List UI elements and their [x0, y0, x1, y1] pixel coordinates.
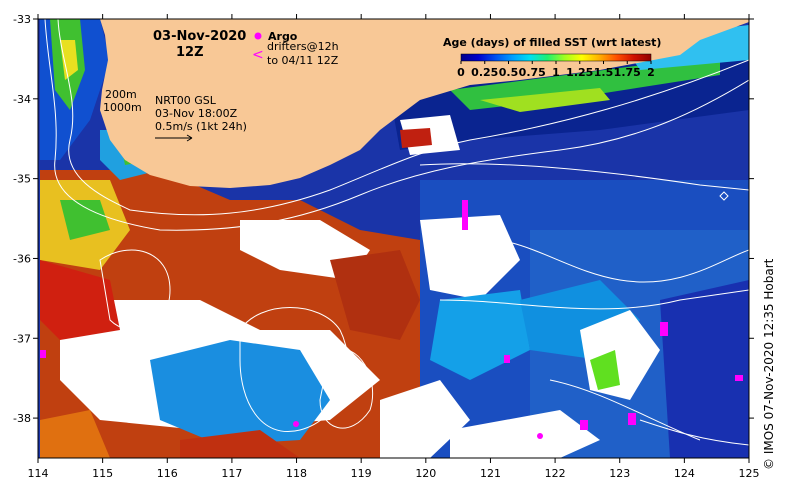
vector-scale-label: 0.5m/s (1kt 24h)	[155, 120, 247, 133]
depth-label-1000m: 1000m	[103, 101, 142, 114]
colorbar-tick-label: 1.25	[566, 66, 593, 79]
credit-label: © IMOS 07-Nov-2020 12:35 Hobart	[762, 258, 776, 470]
sst-age-field	[38, 19, 749, 458]
colorbar-tick-label: 0	[457, 66, 465, 79]
plot-frame	[37, 18, 750, 459]
x-tick-label: 118	[286, 467, 307, 480]
colorbar-title: Age (days) of filled SST (wrt latest)	[443, 36, 661, 49]
product-time: 03-Nov 18:00Z	[155, 107, 238, 120]
vector-scale-arrow	[155, 134, 193, 142]
x-tick-label: 119	[351, 467, 372, 480]
map-time: 12Z	[176, 45, 204, 60]
y-tick-label: -34	[13, 93, 31, 106]
x-tick-label: 115	[92, 467, 113, 480]
argo-legend-icon	[254, 32, 262, 40]
x-tick-label: 121	[480, 467, 501, 480]
depth-label-200m: 200m	[105, 88, 137, 101]
x-tick-label: 114	[28, 467, 49, 480]
map-date: 03-Nov-2020	[153, 29, 246, 44]
colorbar	[460, 53, 652, 62]
colorbar-tick-label: 2	[647, 66, 655, 79]
colorbar-tick-label: 0.5	[499, 66, 519, 79]
x-tick-label: 122	[545, 467, 566, 480]
y-tick-label: -35	[13, 173, 31, 186]
colorbar-tick-label: 1	[552, 66, 560, 79]
drifters-legend-line2: to 04/11 12Z	[267, 54, 339, 67]
product-name: NRT00 GSL	[155, 94, 217, 107]
colorbar-tick-label: 0.25	[471, 66, 498, 79]
colorbar-ticks: 0 0.25 0.5 0.75 1 1.25 1.5 1.75 2	[457, 61, 655, 79]
x-tick-label: 116	[157, 467, 178, 480]
y-axis: -33 -34 -35 -36 -37 -38	[13, 13, 754, 425]
colorbar-tick-label: 1.5	[594, 66, 614, 79]
drifters-legend-line1: drifters@12h	[267, 40, 339, 53]
colorbar-tick-label: 1.75	[614, 66, 641, 79]
x-tick-label: 125	[739, 467, 760, 480]
x-axis: 114 115 116 117 118 119 120 121 122 123 124 125	[28, 14, 760, 480]
x-tick-label: 124	[674, 467, 695, 480]
drifter-legend-icon: <	[252, 47, 264, 63]
y-tick-label: -38	[13, 412, 31, 425]
argo-floats	[40, 200, 743, 439]
colorbar-tick-label: 0.75	[519, 66, 546, 79]
y-tick-label: -37	[13, 332, 31, 345]
argo-legend-label: Argo	[268, 30, 298, 43]
y-tick-label: -36	[13, 252, 31, 265]
bathymetry-contours	[44, 19, 749, 446]
x-tick-label: 123	[609, 467, 630, 480]
x-tick-label: 117	[221, 467, 242, 480]
y-tick-label: -33	[13, 13, 31, 26]
x-tick-label: 120	[415, 467, 436, 480]
